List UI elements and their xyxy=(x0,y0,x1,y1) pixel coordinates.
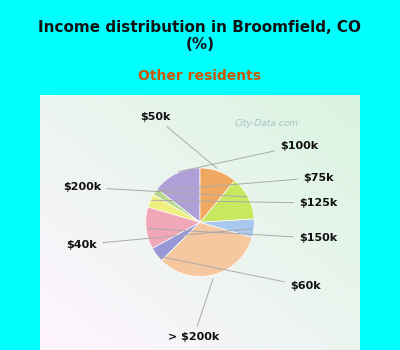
Wedge shape xyxy=(146,207,200,248)
Wedge shape xyxy=(153,189,200,222)
Text: Income distribution in Broomfield, CO
(%): Income distribution in Broomfield, CO (%… xyxy=(38,20,362,52)
Text: $60k: $60k xyxy=(158,256,321,291)
Text: $75k: $75k xyxy=(157,173,334,191)
Wedge shape xyxy=(148,195,200,222)
Wedge shape xyxy=(157,168,200,222)
Text: Other residents: Other residents xyxy=(138,69,262,83)
Text: > $200k: > $200k xyxy=(168,279,219,342)
Text: $40k: $40k xyxy=(66,229,252,250)
Wedge shape xyxy=(200,219,254,237)
Wedge shape xyxy=(200,180,254,222)
Wedge shape xyxy=(162,222,252,276)
Text: $100k: $100k xyxy=(178,141,318,172)
Wedge shape xyxy=(200,168,235,222)
Text: $200k: $200k xyxy=(63,182,247,197)
Text: $150k: $150k xyxy=(148,229,337,243)
Text: $125k: $125k xyxy=(152,198,337,208)
Wedge shape xyxy=(152,222,200,261)
Text: $50k: $50k xyxy=(140,112,217,168)
Text: City-Data.com: City-Data.com xyxy=(235,119,299,128)
